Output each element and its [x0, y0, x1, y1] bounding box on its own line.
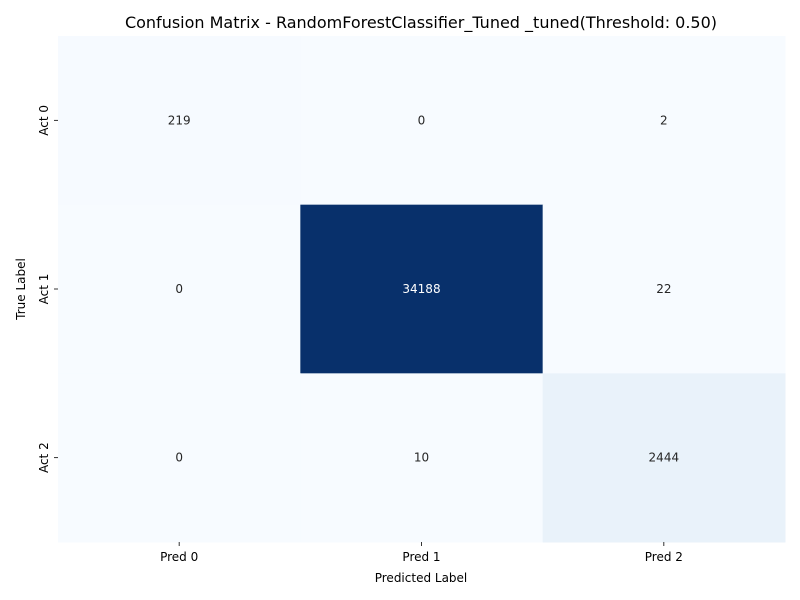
x-tick-label: Pred 0 [160, 550, 198, 564]
heatmap-cell [542, 204, 786, 374]
y-tick-label: Act 2 [37, 442, 51, 473]
x-tick-label: Pred 1 [402, 550, 440, 564]
heatmap-cell-labels: 219 0 2 0 34188 22 0 10 2444 [168, 113, 679, 464]
y-tick-label: Act 0 [37, 105, 51, 136]
x-axis-ticks: Pred 0 Pred 1 Pred 2 [160, 542, 683, 564]
cell-value-label: 2 [660, 113, 668, 127]
heatmap-cell [300, 373, 544, 543]
heatmap-cell [300, 204, 544, 374]
y-axis-ticks: Act 0 Act 1 Act 2 [37, 105, 58, 473]
cell-value-label: 219 [168, 113, 191, 127]
y-tick-label: Act 1 [37, 274, 51, 305]
heatmap-cell [542, 373, 786, 543]
x-tick-label: Pred 2 [645, 550, 683, 564]
heatmap-cell [542, 36, 786, 206]
cell-value-label: 22 [656, 282, 671, 296]
y-axis-label: True Label [14, 258, 28, 321]
heatmap-cells [58, 36, 786, 543]
cell-value-label: 0 [175, 451, 183, 465]
x-axis-label: Predicted Label [375, 571, 468, 585]
heatmap-cell [58, 373, 301, 543]
chart-title: Confusion Matrix - RandomForestClassifie… [125, 13, 717, 33]
heatmap-cell [58, 36, 301, 206]
cell-value-label: 0 [175, 282, 183, 296]
cell-value-label: 2444 [649, 451, 680, 465]
heatmap-cell [300, 36, 544, 206]
cell-value-label: 34188 [402, 282, 440, 296]
cell-value-label: 10 [414, 451, 429, 465]
heatmap-cell [58, 204, 301, 374]
cell-value-label: 0 [418, 113, 426, 127]
